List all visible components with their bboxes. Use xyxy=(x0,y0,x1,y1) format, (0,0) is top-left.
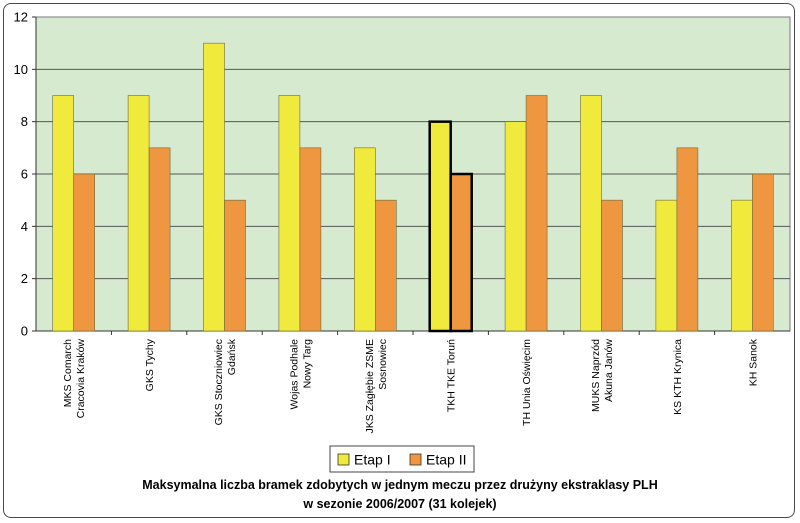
bar-etap-1 xyxy=(730,199,753,332)
bar-etap-2 xyxy=(224,199,246,332)
x-category-label-line: Nowy Targ xyxy=(301,339,313,389)
chart-caption: Maksymalna liczba bramek zdobytych w jed… xyxy=(0,476,800,514)
caption-line-2: w sezonie 2006/2007 (31 kolejek) xyxy=(303,497,497,511)
bar-etap-2 xyxy=(299,147,322,332)
x-category-label: GKS Tychy xyxy=(144,338,156,391)
x-category-label-line: MUKS Naprzód xyxy=(590,339,602,412)
bar-etap-1 xyxy=(127,95,150,332)
bar-etap-2 xyxy=(676,147,699,332)
y-tick-label: 4 xyxy=(21,219,28,234)
bar-etap-2 xyxy=(374,199,397,332)
y-tick-label: 6 xyxy=(21,167,28,182)
x-category-label-line: Wojas Podhale xyxy=(288,339,300,410)
bar-etap-2 xyxy=(525,95,548,332)
bar-etap-1 xyxy=(428,120,452,333)
x-category-label-line: MKS Comarch xyxy=(62,339,74,407)
x-category-label: GKS StoczniowiecGdańsk xyxy=(213,338,238,425)
legend-box xyxy=(329,445,475,473)
x-category-label-line: Sosnowiec xyxy=(377,339,389,390)
bar-etap-2 xyxy=(601,199,623,332)
x-category-label: MKS ComarchCracovia Kraków xyxy=(62,339,87,419)
bar-etap-2 xyxy=(73,173,95,332)
bar-etap-1 xyxy=(278,95,301,332)
x-category-label: KS KTH Krynica xyxy=(672,339,684,415)
y-tick-label: 0 xyxy=(21,324,28,339)
x-category-label: TH Unia Oświęcim xyxy=(521,339,533,426)
x-category-label-line: KH Sanok xyxy=(747,338,759,386)
y-tick-label: 12 xyxy=(14,10,28,25)
x-category-label-line: TH Unia Oświęcim xyxy=(521,339,533,426)
bar-etap-1 xyxy=(580,95,602,332)
x-category-label: JKS Zagłębie ZSMESosnowiec xyxy=(364,339,389,434)
legend-label-etap-1: Etap I xyxy=(354,452,391,468)
x-category-label: MUKS NaprzódAkuna Janów xyxy=(590,339,615,412)
y-tick-label: 8 xyxy=(21,114,28,129)
x-category-label-line: Gdańsk xyxy=(226,338,238,375)
bar-etap-2 xyxy=(148,147,171,332)
bar-etap-1 xyxy=(655,199,678,332)
x-category-label-line: KS KTH Krynica xyxy=(672,339,684,415)
x-category-label-line: TKH TKE Toruń xyxy=(446,339,458,412)
y-tick-label: 2 xyxy=(21,271,28,286)
y-tick-label: 10 xyxy=(14,62,28,77)
x-category-label-line: JKS Zagłębie ZSME xyxy=(364,339,376,434)
bar-etap-1 xyxy=(52,95,75,332)
bar-etap-1 xyxy=(504,121,527,332)
x-category-label: Wojas PodhaleNowy Targ xyxy=(288,339,313,410)
x-category-label: KH Sanok xyxy=(747,338,759,386)
caption-line-1: Maksymalna liczba bramek zdobytych w jed… xyxy=(142,478,658,492)
legend-label-etap-2: Etap II xyxy=(426,452,466,468)
bar-etap-2 xyxy=(751,173,774,332)
bar-etap-2 xyxy=(449,172,473,333)
bar-etap-1 xyxy=(203,42,225,332)
x-category-label: TKH TKE Toruń xyxy=(446,339,458,412)
x-category-label-line: Cracovia Kraków xyxy=(75,339,87,419)
legend-swatch-etap-2 xyxy=(409,453,422,466)
legend-swatch-etap-1 xyxy=(337,453,350,466)
x-category-label-line: Akuna Janów xyxy=(603,339,615,402)
bar-etap-1 xyxy=(353,147,376,332)
x-category-label-line: GKS Stoczniowiec xyxy=(213,339,225,425)
x-category-label-line: GKS Tychy xyxy=(144,338,156,391)
